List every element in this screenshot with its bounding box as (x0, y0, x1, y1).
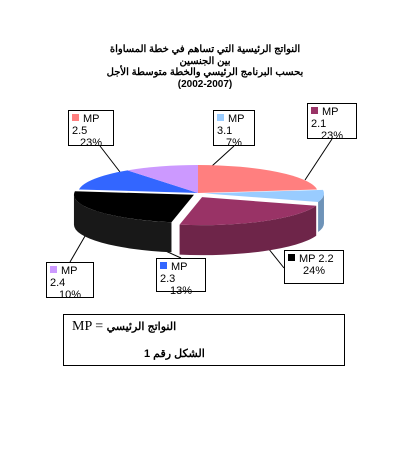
abbrev-meaning: النواتج الرئيسي (106, 321, 177, 333)
slice-percentage: 7% (226, 137, 242, 149)
leader-line-mp-2-1 (304, 138, 333, 181)
slice-name: MP 3.1 (217, 113, 245, 137)
title-line-4: (2002-2007) (177, 78, 233, 90)
abbreviation-box: MP = النواتج الرئيسي الشكل رقم 1 (63, 314, 345, 366)
figure-caption: الشكل رقم 1 (144, 348, 205, 360)
slice-percentage: 23% (79, 137, 103, 149)
slice-name: MP 2.5 (72, 113, 100, 137)
data-label-mp-2-5: MP 2.5 23% (68, 110, 114, 149)
slice-percentage: 13% (169, 285, 193, 297)
title-line-3: بحسب البرنامج الرئيسي والخطة متوسطة الأج… (106, 67, 304, 78)
data-label-mp-2-1: MP 2.1 23% (307, 103, 357, 142)
pie-slices (73, 165, 324, 256)
slice-name: MP 2.2 (299, 253, 334, 265)
slice-mp-3-1 (203, 189, 324, 202)
slice-mp-2-5 (198, 165, 318, 193)
title-line-1: النواتج الرئيسية التي تساهم في خطة المسا… (109, 44, 301, 55)
slice-name: MP 2.3 (160, 261, 188, 285)
slice-percentage: 24% (302, 265, 326, 277)
slice-mp-2-3 (78, 170, 198, 193)
slice-side-mp-2-1 (179, 205, 317, 256)
label-swatch (311, 107, 318, 114)
label-swatch (50, 266, 57, 273)
equals-sign: = (95, 319, 104, 334)
label-swatch (72, 114, 79, 121)
slice-percentage: 10% (58, 289, 82, 301)
leader-line-mp-2-5 (99, 145, 121, 173)
abbrev-text: MP (72, 319, 92, 334)
slice-mp-2-4 (127, 165, 198, 193)
label-swatch (217, 114, 224, 121)
label-swatch (160, 262, 167, 269)
data-label-mp-2-4: MP 2.4 10% (46, 262, 94, 301)
data-label-mp-3-1: MP 3.1 7% (213, 110, 255, 149)
abbreviation-line: MP = النواتج الرئيسي (72, 319, 176, 335)
data-label-mp-2-2: MP 2.2 24% (284, 250, 344, 284)
leader-line-mp-2-2 (267, 247, 285, 269)
slice-mp-2-1 (179, 197, 317, 226)
slice-mp-2-2 (73, 191, 194, 223)
slice-name: MP 2.4 (50, 265, 78, 289)
title-line-2: بين الجنسين (179, 55, 231, 67)
label-swatch (288, 254, 295, 261)
data-label-mp-2-3: MP 2.3 13% (156, 258, 206, 297)
slice-percentage: 23% (320, 130, 344, 142)
slice-side-mp-3-1 (318, 193, 324, 232)
leader-line-mp-3-1 (211, 145, 235, 167)
slice-name: MP 2.1 (311, 106, 339, 130)
chart-title: النواتج الرئيسية التي تساهم في خطة المسا… (40, 44, 370, 90)
slice-side-mp-2-2 (73, 194, 172, 253)
